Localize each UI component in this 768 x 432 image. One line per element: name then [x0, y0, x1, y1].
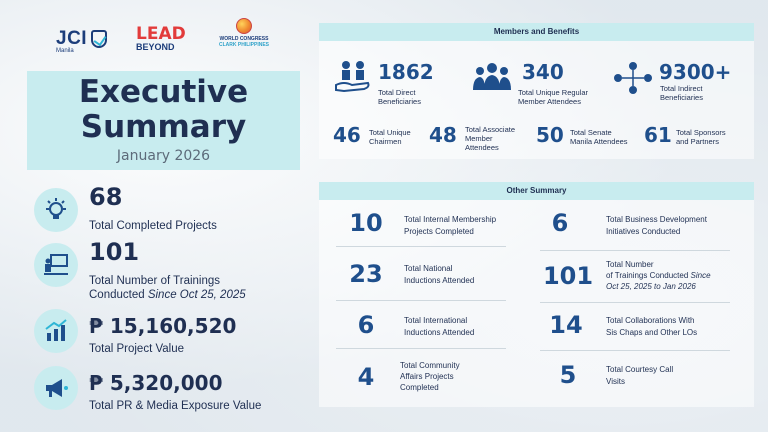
completed-projects-label: Total Completed Projects — [89, 220, 217, 232]
collaborations-value: 14 — [549, 311, 583, 339]
page-title-line2: Summary — [80, 109, 247, 145]
national-inductions-label1: Total National — [404, 264, 453, 273]
unique-chairmen-label1: Total Unique — [369, 128, 411, 137]
associate-attendees-label2: Member — [465, 134, 493, 143]
courtesy-call-label2: Visits — [606, 377, 625, 386]
community-affairs-label2: Affairs Projects — [400, 372, 454, 381]
associate-attendees-value: 48 — [429, 123, 457, 147]
trainings-conducted-label3: Oct 25, 2025 to Jan 2026 — [606, 282, 696, 292]
divider — [540, 250, 730, 251]
jci-logo: JCI Manila — [56, 22, 116, 56]
internal-membership-value: 10 — [349, 209, 383, 237]
associate-attendees-label1: Total Associate — [465, 125, 516, 134]
title-banner — [27, 71, 300, 170]
regular-attendees-value: 340 — [522, 60, 564, 84]
pr-media-label: Total PR & Media Exposure Value — [89, 400, 262, 412]
trainings-conducted-label3-italic: Oct 25, 2025 to Jan 2026 — [606, 282, 696, 291]
jci-shield-icon — [91, 30, 108, 48]
jci-logo-word: JCI — [56, 28, 88, 49]
wc-logo-line1: WORLD CONGRESS — [219, 36, 269, 42]
divider — [540, 350, 730, 351]
page-title-line1: Executive — [78, 74, 249, 110]
members-panel — [319, 41, 754, 159]
unique-chairmen-value: 46 — [333, 123, 361, 147]
growth-chart-icon — [34, 309, 78, 353]
senate-attendees-value: 50 — [536, 123, 564, 147]
community-affairs-label1: Total Community — [400, 361, 460, 370]
trainings-conducted-label2-italic: Since — [690, 271, 711, 280]
report-date: January 2026 — [116, 148, 211, 164]
world-congress-logo: WORLD CONGRESS CLARK PHILIPPINES — [214, 18, 274, 60]
trainings-label-2-text: Conducted — [89, 289, 145, 301]
indirect-beneficiaries-value: 9300+ — [659, 60, 732, 84]
direct-beneficiaries-label1: Total Direct — [378, 88, 416, 97]
courtesy-call-label1: Total Courtesy Call — [606, 365, 674, 374]
business-development-label2: Initiatives Conducted — [606, 227, 681, 236]
regular-attendees-label2: Member Attendees — [518, 97, 581, 106]
members-panel-header: Members and Benefits — [319, 23, 754, 41]
divider — [336, 348, 506, 349]
business-development-value: 6 — [551, 209, 569, 237]
indirect-beneficiaries-label2: Beneficiaries — [660, 93, 703, 102]
sponsors-label2: and Partners — [676, 137, 719, 146]
trainings-conducted-value: 101 — [542, 262, 594, 290]
other-summary-panel — [319, 199, 754, 407]
direct-beneficiaries-value: 1862 — [378, 60, 434, 84]
internal-membership-label2: Projects Completed — [404, 227, 474, 236]
trainings-value: 101 — [89, 238, 140, 266]
project-value-label: Total Project Value — [89, 343, 185, 355]
trainings-conducted-label1: Total Number — [606, 260, 654, 269]
international-inductions-value: 6 — [357, 311, 375, 339]
lead-beyond-logo: LEAD BEYOND — [136, 22, 200, 56]
divider — [540, 302, 730, 303]
megaphone-icon — [34, 366, 78, 410]
hand-people-icon — [335, 61, 370, 93]
trainings-label: Total Number of Trainings — [89, 275, 221, 287]
network-people-icon — [614, 62, 652, 94]
indirect-beneficiaries-label1: Total Indirect — [660, 84, 703, 93]
collaborations-label1: Total Collaborations With — [606, 316, 695, 325]
trainings-conducted-label2-text: of Trainings Conducted — [606, 271, 689, 280]
trainings-label-2: Conducted Since Oct 25, 2025 — [89, 288, 246, 302]
globe-icon — [236, 18, 252, 34]
other-summary-header: Other Summary — [319, 182, 754, 200]
collaborations-label2: Sis Chaps and Other LOs — [606, 328, 698, 337]
international-inductions-label1: Total International — [404, 316, 468, 325]
community-affairs-label3: Completed — [400, 383, 439, 392]
international-inductions-label2: Inductions Attended — [404, 328, 475, 337]
gear-lightbulb-icon — [34, 188, 78, 232]
group-icon — [473, 63, 511, 90]
completed-projects-value: 68 — [89, 183, 123, 211]
business-development-label1: Total Business Development — [606, 215, 707, 224]
associate-attendees-label3: Attendees — [465, 143, 499, 152]
senate-attendees-label2: Manila Attendees — [570, 137, 628, 146]
unique-chairmen-label2: Chairmen — [369, 137, 402, 146]
jci-logo-sub: Manila — [56, 48, 74, 54]
courtesy-call-value: 5 — [559, 361, 577, 389]
regular-attendees-label1: Total Unique Regular — [518, 88, 589, 97]
lead-logo-line2: BEYOND — [136, 42, 175, 52]
divider — [336, 246, 506, 247]
wc-logo-line2: CLARK PHILIPPINES — [218, 42, 269, 48]
pr-media-value: ₱ 5,320,000 — [89, 371, 223, 395]
direct-beneficiaries-label2: Beneficiaries — [378, 97, 421, 106]
lead-logo-line1: LEAD — [136, 24, 186, 44]
national-inductions-label2: Inductions Attended — [404, 276, 475, 285]
sponsors-label1: Total Sponsors — [676, 128, 726, 137]
sponsors-value: 61 — [644, 123, 672, 147]
trainings-label-2-italic: Since Oct 25, 2025 — [147, 289, 246, 301]
trainings-conducted-label2: of Trainings Conducted Since — [606, 271, 711, 281]
internal-membership-label1: Total Internal Membership — [404, 215, 497, 224]
community-affairs-value: 4 — [357, 363, 375, 391]
senate-attendees-label1: Total Senate — [570, 128, 612, 137]
presentation-icon — [34, 243, 78, 287]
national-inductions-value: 23 — [349, 260, 383, 288]
divider — [336, 300, 506, 301]
project-value: ₱ 15,160,520 — [89, 314, 237, 338]
